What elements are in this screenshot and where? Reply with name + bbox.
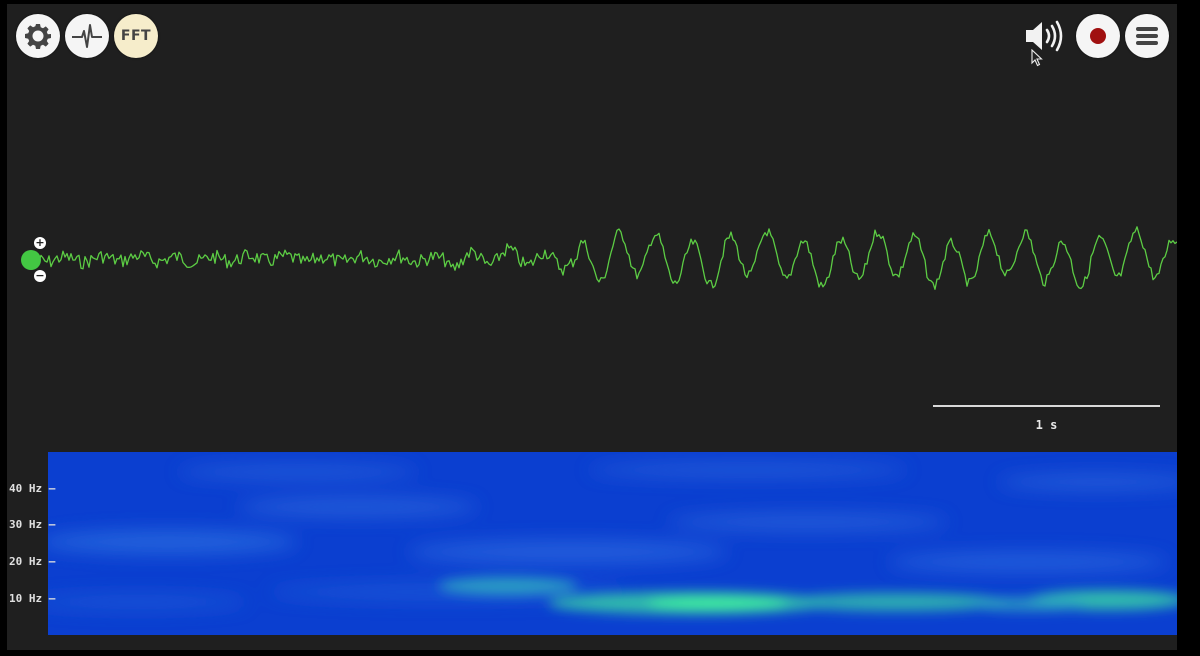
y-label-30hz: 30 Hz – (9, 518, 56, 531)
spectrogram (48, 452, 1177, 635)
zoom-in-button[interactable]: + (34, 236, 46, 249)
record-icon (1090, 28, 1106, 44)
fft-button[interactable]: FFT (114, 14, 158, 58)
speaker-volume-icon (1026, 20, 1063, 52)
mouse-pointer-icon (1031, 49, 1043, 67)
signal-view-button[interactable] (65, 14, 109, 58)
hamburger-menu-icon (1136, 27, 1158, 45)
eeg-trace (36, 226, 1177, 290)
time-scale-bar (933, 405, 1160, 407)
waveform-icon (72, 24, 102, 48)
zoom-out-button[interactable]: − (34, 269, 46, 282)
eeg-viewer: FFT + − 1 s (7, 4, 1177, 650)
y-label-40hz: 40 Hz – (9, 482, 56, 495)
volume-button[interactable] (1023, 18, 1067, 54)
gear-icon (25, 24, 51, 49)
y-label-10hz: 10 Hz – (9, 592, 56, 605)
record-button[interactable] (1076, 14, 1120, 58)
channel-handle[interactable] (21, 250, 41, 270)
menu-button[interactable] (1125, 14, 1169, 58)
fft-label: FFT (120, 28, 152, 44)
y-label-20hz: 20 Hz – (9, 555, 56, 568)
time-scale-label: 1 s (1035, 418, 1058, 432)
settings-button[interactable] (16, 14, 60, 58)
